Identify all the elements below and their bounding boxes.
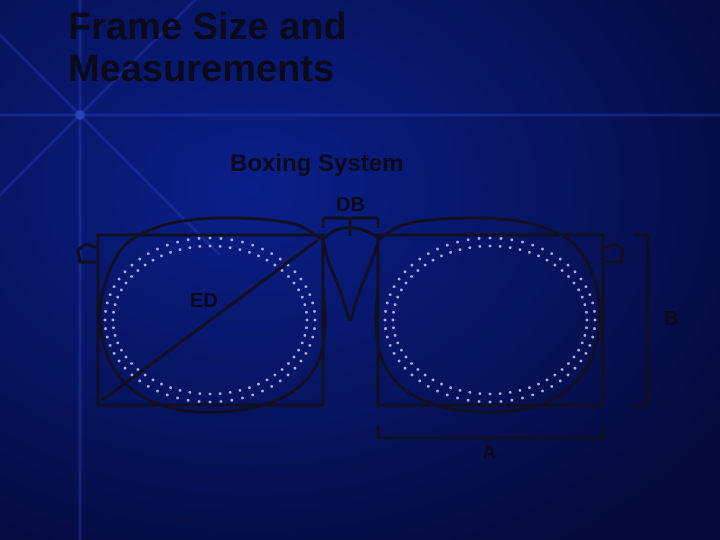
slide-title-line2: Measurements bbox=[68, 50, 334, 90]
label-a: A bbox=[482, 442, 496, 465]
subtitle: Boxing System bbox=[230, 150, 403, 178]
label-ed: ED bbox=[190, 290, 218, 313]
label-b: B bbox=[664, 308, 678, 331]
label-db: DB bbox=[336, 194, 365, 217]
slide-title-line1: Frame Size and bbox=[68, 8, 347, 48]
slide: Frame Size and Measurements Boxing Syste… bbox=[0, 0, 720, 540]
